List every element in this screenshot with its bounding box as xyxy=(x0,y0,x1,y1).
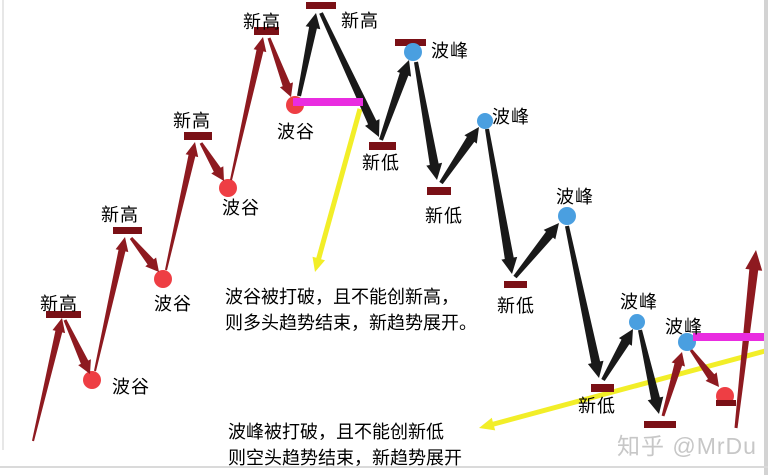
bull-swing-arrow-down xyxy=(267,37,293,97)
annotation-line: 则多头趋势结束，新趋势展开。 xyxy=(225,313,477,333)
bull-swing-arrow-up xyxy=(94,237,129,372)
breakout-pointer-arrow-down xyxy=(312,108,363,272)
price-level-tick xyxy=(306,2,336,9)
price-level-tick xyxy=(427,187,451,195)
crest-dot xyxy=(404,43,422,61)
bull-swing-arrow-down xyxy=(63,319,91,374)
price-level-tick xyxy=(591,384,614,392)
price-level-tick xyxy=(504,281,527,288)
price-level-tick xyxy=(184,132,212,140)
bull-swing-arrow-down xyxy=(129,237,159,272)
label-new-high: 新高 xyxy=(243,12,281,32)
bear-swing-arrow-down xyxy=(565,225,604,378)
bull-swing-arrow-up xyxy=(230,37,267,181)
label-trough: 波谷 xyxy=(154,294,192,314)
label-new-low: 新低 xyxy=(578,396,616,416)
label-new-high: 新高 xyxy=(101,205,139,225)
price-level-tick xyxy=(395,39,426,46)
price-level-tick xyxy=(369,142,396,150)
canvas-right-edge xyxy=(764,0,768,475)
trough-break-annotation: 波谷被打破，且不能创新高， 则多头趋势结束，新趋势展开。 xyxy=(225,284,477,336)
label-new-low: 新低 xyxy=(497,296,535,316)
crest-dot xyxy=(477,113,493,129)
label-crest: 波峰 xyxy=(431,41,469,61)
label-trough: 波谷 xyxy=(222,198,260,218)
bear-swing-arrow-up xyxy=(379,60,412,141)
price-level-tick xyxy=(644,421,676,428)
trough-dot xyxy=(154,270,172,288)
annotation-line: 则空头趋势结束，新趋势展开 xyxy=(228,448,462,468)
canvas-left-edge xyxy=(2,0,4,450)
bear-swing-arrow-down xyxy=(319,12,380,138)
bear-swing-arrow-down xyxy=(414,61,443,180)
bear-swing-arrow-down xyxy=(485,128,518,274)
breakout-level-line xyxy=(293,98,363,106)
annotation-line: 波谷被打破，且不能创新高， xyxy=(225,287,459,307)
crest-dot xyxy=(678,333,696,351)
crest-dot xyxy=(629,314,645,330)
breakout-pointer-arrow-down xyxy=(479,348,766,431)
annotation-line: 波峰被打破，且不能创新低 xyxy=(228,422,444,442)
trough-dot xyxy=(83,371,101,389)
bear-swing-arrow-up xyxy=(297,13,321,97)
label-crest: 波峰 xyxy=(556,187,594,207)
label-new-high: 新高 xyxy=(341,11,379,31)
label-new-high: 新高 xyxy=(173,111,211,131)
price-level-tick xyxy=(716,400,736,406)
crest-break-annotation: 波峰被打破，且不能创新低 则空头趋势结束，新趋势展开 xyxy=(228,419,462,471)
bull-swing-arrow-down xyxy=(689,349,719,387)
price-level-tick xyxy=(46,311,81,318)
zhihu-watermark: 知乎 @MrDu xyxy=(617,433,757,459)
bear-swing-arrow-up xyxy=(513,223,559,279)
label-new-high: 新高 xyxy=(40,294,78,314)
label-trough: 波谷 xyxy=(112,377,150,397)
bull-swing-arrow-up xyxy=(32,318,66,442)
bear-swing-arrow-up xyxy=(439,127,479,185)
price-level-tick xyxy=(113,227,142,234)
bear-swing-arrow-down xyxy=(638,329,664,414)
label-new-low: 新低 xyxy=(362,153,400,173)
trough-dot xyxy=(219,179,237,197)
label-crest: 波峰 xyxy=(492,107,530,127)
bear-swing-arrow-up xyxy=(601,329,633,381)
bull-swing-arrow-up xyxy=(165,142,199,271)
bull-swing-arrow-down xyxy=(199,142,224,181)
label-crest: 波峰 xyxy=(620,292,658,312)
canvas-bottom-edge xyxy=(0,466,768,468)
crest-dot xyxy=(558,207,576,225)
bull-swing-arrow-up xyxy=(661,352,685,417)
label-crest: 波峰 xyxy=(665,317,703,337)
label-trough: 波谷 xyxy=(277,122,315,142)
breakout-level-line xyxy=(693,333,766,341)
label-new-low: 新低 xyxy=(425,206,463,226)
price-level-tick xyxy=(254,27,279,35)
